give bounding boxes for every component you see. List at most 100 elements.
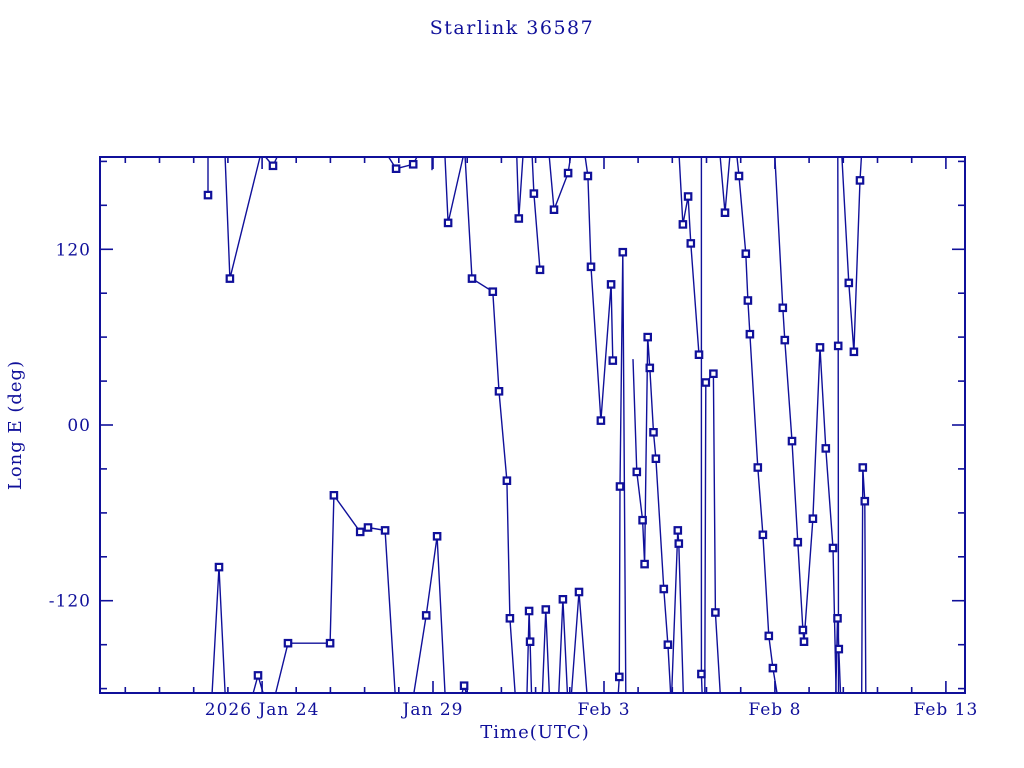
data-point-marker (778, 303, 788, 313)
data-point-marker (828, 543, 838, 553)
series-line (516, 156, 524, 219)
series-line (678, 156, 700, 355)
data-point-marker (808, 514, 818, 524)
x-axis-label: Time(UTC) (480, 722, 590, 743)
data-point-marker (834, 644, 844, 654)
data-point-marker (606, 280, 616, 289)
series-line (444, 156, 464, 224)
data-point-marker (563, 168, 573, 178)
data-point-marker (745, 329, 755, 339)
x-tick-label: Feb 8 (748, 700, 801, 720)
data-point-marker (494, 387, 504, 396)
data-point-marker (505, 613, 515, 623)
series-line (541, 609, 550, 694)
data-point-marker (502, 476, 512, 486)
data-point-marker (608, 356, 618, 365)
series-line (861, 467, 867, 694)
data-point-marker (525, 637, 535, 647)
data-point-marker (643, 332, 653, 342)
series-line (671, 530, 684, 694)
data-point-marker (787, 436, 797, 446)
data-point-marker (849, 347, 859, 357)
data-point-marker (253, 671, 263, 680)
data-point-marker (663, 640, 673, 650)
data-point-marker (640, 559, 649, 569)
data-point-marker (268, 161, 278, 171)
data-point-marker (380, 526, 390, 535)
series-line (275, 493, 396, 694)
series-line (704, 371, 721, 694)
y-tick-label: -120 (49, 592, 91, 612)
data-point-marker (821, 444, 831, 453)
data-point-marker (574, 587, 584, 597)
series-line (211, 567, 226, 694)
series-line (531, 156, 541, 270)
data-point-marker (596, 416, 606, 425)
data-point-marker (214, 562, 224, 572)
data-point-marker (649, 428, 658, 437)
y-tick-label: 120 (56, 240, 91, 260)
data-point-marker (743, 296, 753, 305)
data-point-marker (844, 278, 854, 288)
series-line (413, 536, 446, 694)
data-point-marker (793, 537, 803, 547)
x-tick-label: Feb 13 (913, 700, 978, 720)
series-line (526, 610, 533, 694)
data-point-marker (798, 625, 808, 635)
data-point-marker (549, 205, 559, 215)
data-point-marker (694, 350, 704, 360)
y-tick-label: 00 (67, 416, 91, 436)
data-point-marker (638, 515, 647, 525)
data-point-marker (632, 467, 642, 477)
data-point-marker (645, 363, 655, 373)
data-point-marker (618, 247, 628, 257)
series-line (584, 156, 614, 421)
data-point-marker (488, 287, 498, 297)
data-point-marker (741, 249, 751, 259)
data-point-marker (203, 190, 213, 200)
data-point-marker (421, 611, 431, 620)
series-line (632, 337, 672, 694)
data-point-marker (459, 681, 469, 691)
data-point-marker (855, 176, 865, 185)
data-point-marker (720, 208, 730, 218)
series-line (700, 157, 703, 694)
data-point-marker (408, 160, 418, 169)
data-point-marker (734, 171, 744, 181)
data-point-marker (283, 638, 293, 648)
data-point-marker (686, 239, 696, 248)
data-point-marker (678, 220, 688, 229)
series-line (570, 591, 588, 694)
data-point-marker (799, 637, 809, 647)
series-line (835, 618, 842, 694)
data-point-marker (673, 526, 683, 535)
data-point-marker (764, 631, 774, 641)
data-point-marker (815, 343, 825, 352)
data-point-marker (586, 262, 596, 272)
data-point-marker (758, 530, 768, 540)
data-point-marker (443, 218, 453, 228)
data-point-marker (659, 584, 669, 594)
data-point-marker (780, 335, 790, 345)
data-point-marker (325, 638, 335, 648)
series-line (464, 156, 516, 694)
data-point-marker (674, 539, 684, 548)
data-point-marker (768, 663, 778, 673)
data-point-marker (558, 594, 568, 604)
data-point-marker (529, 189, 539, 198)
x-tick-label: Jan 29 (401, 700, 464, 720)
series-line (558, 599, 569, 694)
data-point-marker (753, 463, 763, 472)
data-point-marker (860, 496, 870, 506)
data-point-marker (391, 164, 401, 174)
data-point-marker (524, 606, 534, 616)
series-line (774, 156, 837, 694)
data-point-marker (514, 214, 524, 223)
data-point-marker (583, 171, 593, 181)
data-point-marker (709, 369, 718, 379)
data-point-marker (833, 341, 843, 351)
data-point-marker (711, 608, 720, 617)
data-point-marker (614, 672, 624, 682)
data-point-marker (651, 454, 661, 464)
series-line (837, 156, 840, 694)
